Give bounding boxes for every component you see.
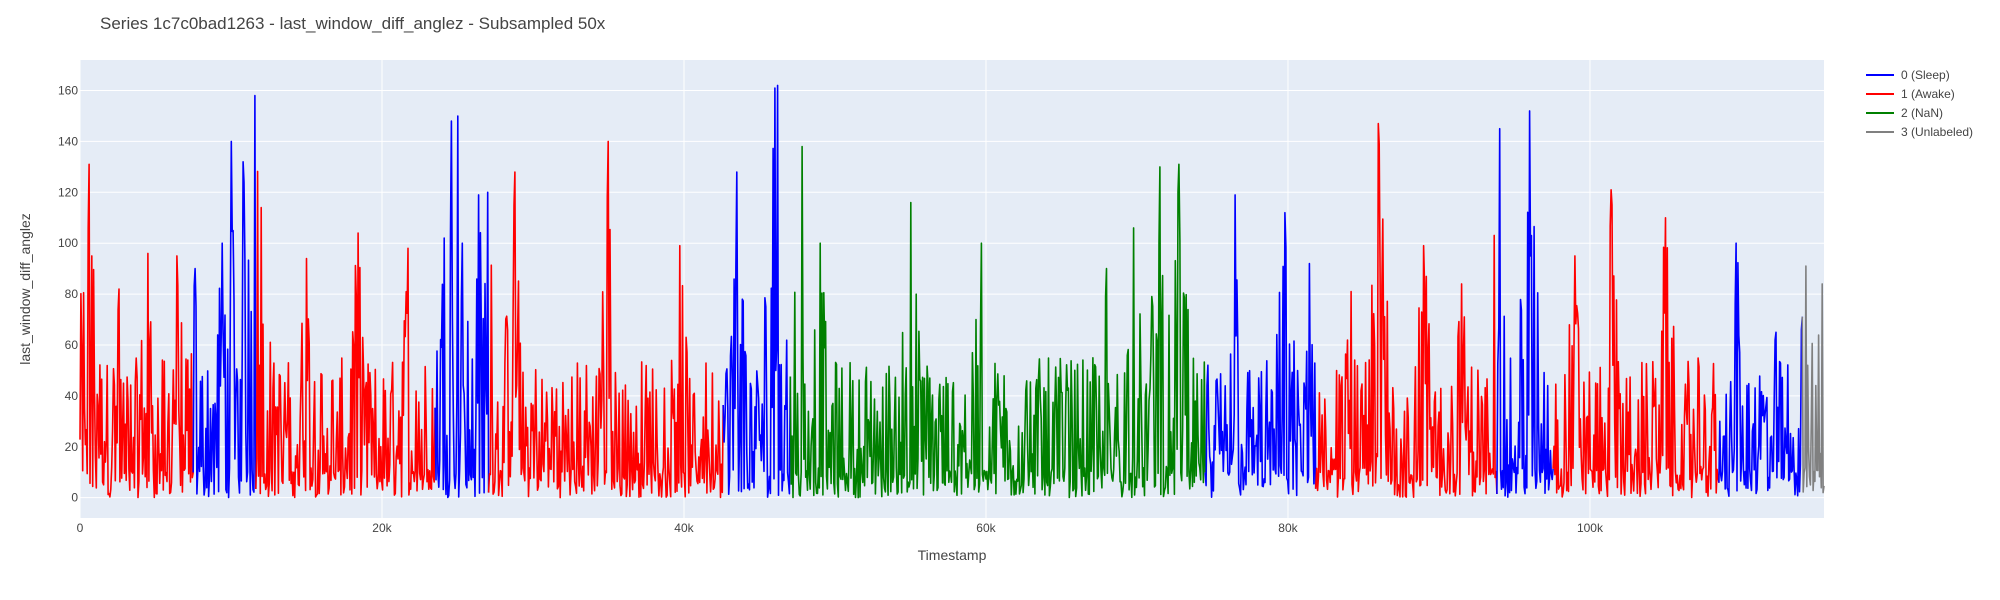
x-tick-label: 0 xyxy=(77,521,84,535)
x-tick-label: 60k xyxy=(976,521,996,535)
series-line xyxy=(434,115,490,499)
y-tick-label: 20 xyxy=(65,440,79,454)
x-axis-ticks: 0 20k 40k 60k 80k 100k xyxy=(77,521,1604,535)
x-tick-label: 100k xyxy=(1577,521,1604,535)
series-line xyxy=(1718,242,1804,498)
x-axis-title: Timestamp xyxy=(918,547,987,563)
y-tick-label: 40 xyxy=(65,389,79,403)
x-tick-label: 80k xyxy=(1278,521,1298,535)
y-tick-label: 160 xyxy=(58,84,78,98)
y-tick-label: 0 xyxy=(71,491,78,505)
x-tick-label: 20k xyxy=(372,521,392,535)
legend-label[interactable]: 0 (Sleep) xyxy=(1901,68,1950,82)
series-line xyxy=(79,163,194,499)
series-line xyxy=(1552,189,1720,499)
y-tick-label: 60 xyxy=(65,338,79,352)
series-line xyxy=(1496,110,1554,498)
series-line xyxy=(255,170,436,499)
series-line xyxy=(1801,265,1825,494)
series-line xyxy=(722,84,792,498)
legend: 0 (Sleep) 1 (Awake) 2 (NaN) 3 (Unlabeled) xyxy=(1866,68,1973,139)
series-line xyxy=(1314,122,1498,499)
y-tick-label: 100 xyxy=(58,236,78,250)
legend-label[interactable]: 1 (Awake) xyxy=(1901,87,1955,101)
y-tick-label: 80 xyxy=(65,287,79,301)
series-line xyxy=(789,145,1206,499)
legend-label[interactable]: 2 (NaN) xyxy=(1901,106,1943,120)
series-line xyxy=(487,140,724,499)
series-line xyxy=(192,94,257,499)
y-tick-label: 140 xyxy=(58,134,78,148)
y-tick-label: 120 xyxy=(58,185,78,199)
x-tick-label: 40k xyxy=(674,521,694,535)
legend-label[interactable]: 3 (Unlabeled) xyxy=(1901,125,1973,139)
series-lines xyxy=(79,84,1825,499)
chart-title: Series 1c7c0bad1263 - last_window_diff_a… xyxy=(100,14,606,33)
series-line xyxy=(1204,194,1317,499)
y-axis-title: last_window_diff_anglez xyxy=(17,213,33,365)
y-axis-ticks: 0 20 40 60 80 100 120 140 160 xyxy=(58,84,78,505)
